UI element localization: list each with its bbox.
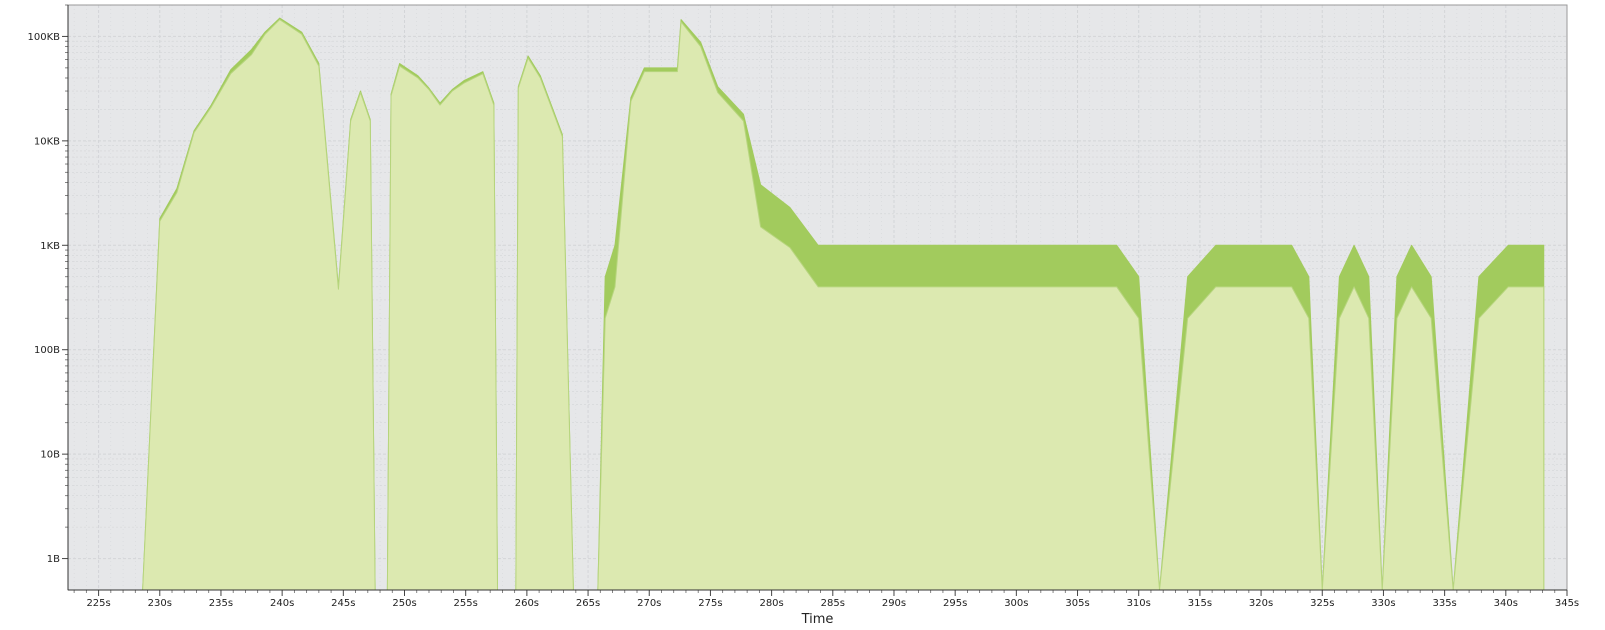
x-tick-label: 345s	[1555, 598, 1579, 609]
x-tick-label: 315s	[1188, 598, 1212, 609]
x-tick-label: 255s	[454, 598, 478, 609]
x-tick-label: 240s	[270, 598, 294, 609]
x-tick-label: 250s	[392, 598, 416, 609]
x-tick-label: 295s	[943, 598, 967, 609]
x-tick-label: 330s	[1371, 598, 1395, 609]
x-tick-label: 325s	[1310, 598, 1334, 609]
x-tick-label: 335s	[1432, 598, 1456, 609]
x-tick-label: 305s	[1065, 598, 1089, 609]
x-tick-label: 235s	[209, 598, 233, 609]
x-tick-label: 260s	[515, 598, 539, 609]
y-tick-label: 100B	[34, 345, 60, 356]
y-tick-label: 1B	[47, 554, 60, 565]
x-tick-label: 320s	[1249, 598, 1273, 609]
y-tick-label: 10B	[40, 450, 60, 461]
y-tick-label: 100KB	[27, 32, 60, 43]
area-series	[142, 17, 1545, 591]
x-tick-label: 340s	[1494, 598, 1518, 609]
x-tick-label: 280s	[759, 598, 783, 609]
x-tick-label: 290s	[882, 598, 906, 609]
x-tick-label: 270s	[637, 598, 661, 609]
x-axis-title: Time	[801, 612, 834, 627]
x-axis: 225s 230s 235s 240s 245s 250s 255s 260s 265s 270s…	[68, 589, 1579, 609]
x-tick-label: 265s	[576, 598, 600, 609]
x-tick-label: 230s	[148, 598, 172, 609]
x-tick-label: 300s	[1004, 598, 1028, 609]
y-tick-label: 10KB	[34, 136, 60, 147]
x-tick-label: 275s	[698, 598, 722, 609]
x-tick-label: 245s	[331, 598, 355, 609]
y-axis: 1B 10B 100B 1KB 10KB 100KB	[27, 4, 69, 590]
x-tick-label: 310s	[1127, 598, 1151, 609]
x-tick-label: 225s	[86, 598, 110, 609]
x-tick-label: 285s	[821, 598, 845, 609]
y-tick-label: 1KB	[40, 241, 60, 252]
